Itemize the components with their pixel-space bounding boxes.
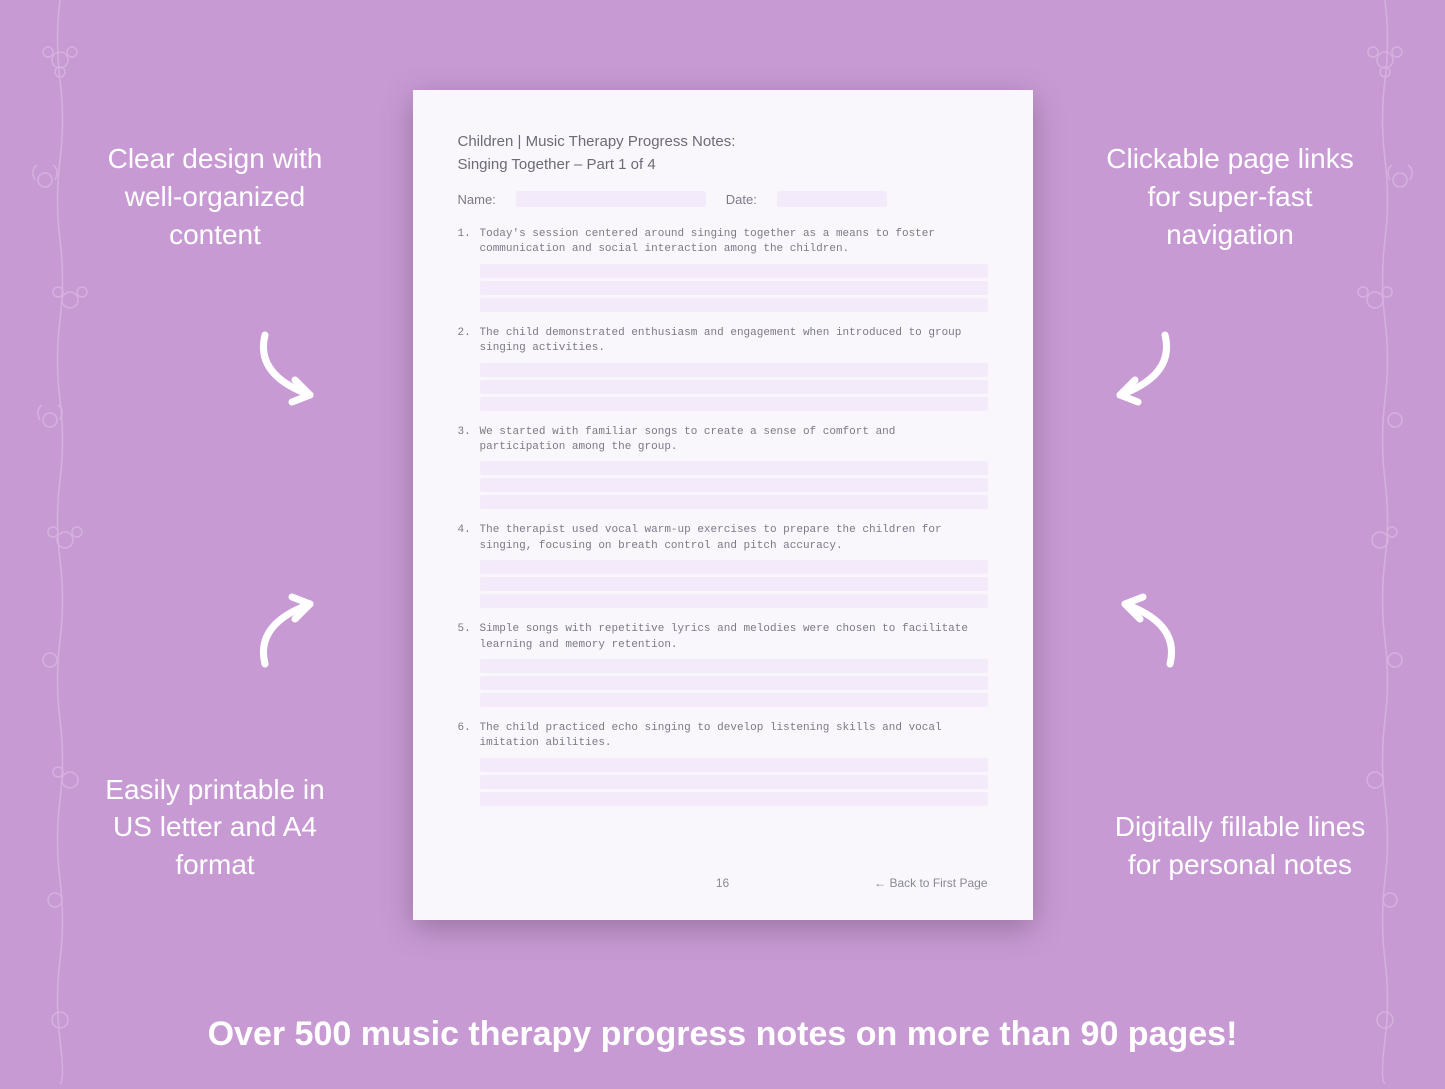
note-text: We started with familiar songs to create… (480, 425, 988, 456)
fillable-lines[interactable] (480, 560, 988, 608)
page-title: Children | Music Therapy Progress Notes: (458, 130, 988, 154)
document-page: Children | Music Therapy Progress Notes:… (413, 90, 1033, 920)
arrow-icon (240, 589, 360, 679)
fillable-lines[interactable] (480, 264, 988, 312)
page-subtitle: Singing Together – Part 1 of 4 (458, 156, 988, 173)
arrow-icon (1075, 589, 1195, 679)
callout-bottom-left: Easily printable in US letter and A4 for… (85, 771, 345, 884)
callout-bottom-right: Digitally fillable lines for personal no… (1110, 808, 1370, 884)
note-number: 1. (458, 227, 472, 312)
bottom-headline: Over 500 music therapy progress notes on… (0, 1015, 1445, 1054)
note-text: The therapist used vocal warm-up exercis… (480, 523, 988, 554)
fillable-lines[interactable] (480, 363, 988, 411)
field-row: Name: Date: (458, 191, 988, 207)
note-item: 6. The child practiced echo singing to d… (458, 721, 988, 806)
note-number: 6. (458, 721, 472, 806)
note-item: 5. Simple songs with repetitive lyrics a… (458, 622, 988, 707)
note-text: Simple songs with repetitive lyrics and … (480, 622, 988, 653)
fillable-lines[interactable] (480, 758, 988, 806)
callout-top-right: Clickable page links for super-fast navi… (1090, 140, 1370, 253)
note-text: Today's session centered around singing … (480, 227, 988, 258)
note-number: 3. (458, 425, 472, 510)
callout-top-left: Clear design with well-organized content (85, 140, 345, 253)
name-label: Name: (458, 192, 496, 207)
name-input[interactable] (516, 191, 706, 207)
date-label: Date: (726, 192, 757, 207)
note-number: 5. (458, 622, 472, 707)
date-input[interactable] (777, 191, 887, 207)
note-item: 2. The child demonstrated enthusiasm and… (458, 326, 988, 411)
note-number: 2. (458, 326, 472, 411)
fillable-lines[interactable] (480, 659, 988, 707)
note-item: 4. The therapist used vocal warm-up exer… (458, 523, 988, 608)
back-to-first-link[interactable]: ← Back to First Page (874, 876, 987, 890)
note-text: The child demonstrated enthusiasm and en… (480, 326, 988, 357)
note-text: The child practiced echo singing to deve… (480, 721, 988, 752)
arrow-icon (1070, 320, 1190, 410)
arrow-icon (240, 320, 360, 410)
fillable-lines[interactable] (480, 461, 988, 509)
note-item: 1. Today's session centered around singi… (458, 227, 988, 312)
note-item: 3. We started with familiar songs to cre… (458, 425, 988, 510)
note-number: 4. (458, 523, 472, 608)
page-footer: 16 ← Back to First Page (458, 876, 988, 890)
